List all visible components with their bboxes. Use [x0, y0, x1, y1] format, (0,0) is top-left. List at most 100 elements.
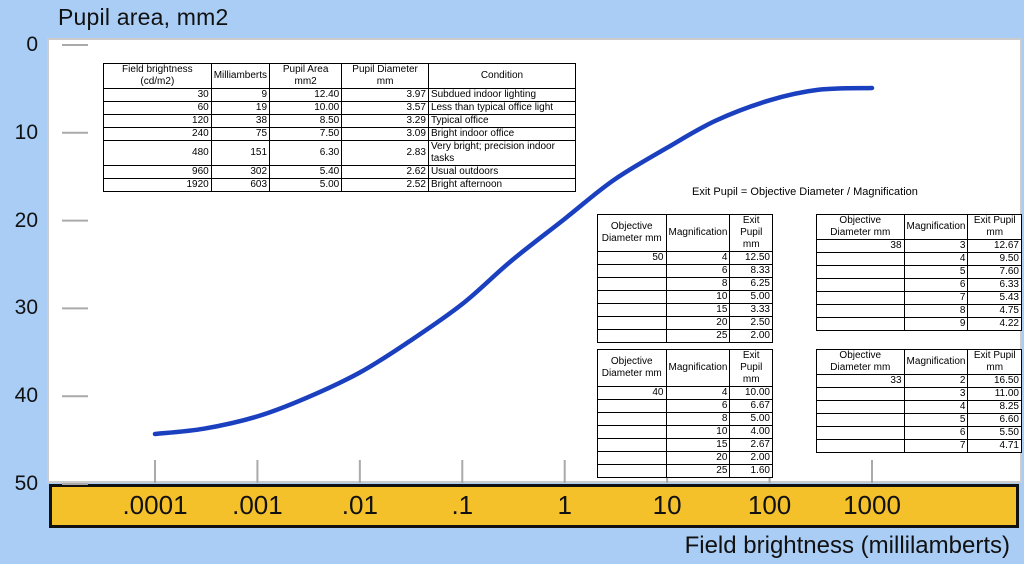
table-cell: 5.00: [269, 178, 343, 192]
column-header: Objective Diameter mm: [597, 214, 667, 252]
table-cell: 25: [665, 329, 731, 343]
table-cell: Bright afternoon: [427, 178, 577, 192]
x-tick-label: .01: [341, 490, 378, 520]
table-row: 6 6.67: [597, 399, 773, 413]
table-cell: [597, 316, 667, 330]
table-row: 1920 603 5.00 2.52 Bright afternoon: [103, 178, 577, 192]
y-tick-label: 50: [14, 472, 38, 495]
table-cell: Very bright; precision indoor tasks: [427, 140, 577, 166]
table-row: 10 5.00: [597, 290, 773, 304]
column-header: Exit Pupil mm: [967, 214, 1022, 240]
x-axis-label: Field brightness (millilamberts): [684, 532, 1010, 559]
table-cell: [816, 291, 905, 305]
table-cell: 75: [210, 127, 271, 141]
x-tick-label: .001: [232, 490, 283, 520]
table-cell: 7.50: [269, 127, 343, 141]
table-cell: [816, 439, 905, 453]
column-header: Magnification: [665, 214, 731, 252]
table-cell: 19: [210, 101, 271, 115]
table-cell: 15: [665, 438, 731, 452]
table-cell: 5: [903, 413, 969, 427]
table-cell: Bright indoor office: [427, 127, 577, 141]
y-tick-label: 10: [14, 120, 38, 144]
table-cell: [816, 387, 905, 401]
table-cell: 4.00: [729, 425, 773, 439]
table-row: 15 3.33: [597, 303, 773, 317]
exit-table-33mm: Objective Diameter mm Magnification Exit P…: [816, 349, 1022, 453]
table-cell: [816, 317, 905, 331]
table-cell: [816, 252, 905, 266]
table-row: 9 4.22: [816, 317, 1022, 331]
column-header: Exit Pupil mm: [729, 214, 773, 252]
table-row: 38 3 12.67: [816, 239, 1022, 253]
table-cell: [816, 265, 905, 279]
table-row: 10 4.00: [597, 425, 773, 439]
table-cell: [816, 278, 905, 292]
x-tick-label: 1: [557, 490, 572, 520]
table-cell: 6.67: [729, 399, 773, 413]
table-cell: 10: [665, 425, 731, 439]
table-row: 8 5.00: [597, 412, 773, 426]
table-cell: 3.33: [729, 303, 773, 317]
table-cell: 9.50: [967, 252, 1022, 266]
table-cell: 3: [903, 239, 969, 253]
column-header: Pupil Diameter mm: [341, 63, 429, 89]
table-cell: 10: [665, 290, 731, 304]
table-cell: 4: [665, 386, 731, 400]
table-cell: 2.62: [341, 165, 429, 179]
table-cell: 6: [665, 399, 731, 413]
table-cell: [597, 303, 667, 317]
table-row: 15 2.67: [597, 438, 773, 452]
column-header: Magnification: [665, 349, 731, 387]
column-header: Pupil Area mm2: [269, 63, 343, 89]
table-cell: 20: [665, 451, 731, 465]
x-tick-label: 1000: [843, 490, 901, 520]
column-header: Milliamberts: [210, 63, 271, 89]
y-tick-label: 20: [14, 208, 38, 232]
table-cell: 12.40: [269, 88, 343, 102]
table-cell: [597, 412, 667, 426]
table-cell: [597, 438, 667, 452]
table-row: 4 9.50: [816, 252, 1022, 266]
table-cell: 6.25: [729, 277, 773, 291]
column-header: Objective Diameter mm: [597, 349, 667, 387]
table-cell: 1.60: [729, 464, 773, 478]
table-cell: Typical office: [427, 114, 577, 128]
table-row: 240 75 7.50 3.09 Bright indoor office: [103, 127, 577, 141]
table-row: 5 7.60: [816, 265, 1022, 279]
x-axis-bar: [49, 484, 1019, 528]
table-cell: [597, 464, 667, 478]
y-tick-label: 30: [14, 296, 38, 320]
table-cell: 12.50: [729, 251, 773, 265]
column-header: Exit Pupil mm: [967, 349, 1022, 375]
table-cell: 8.33: [729, 264, 773, 278]
table-cell: 5: [903, 265, 969, 279]
column-header: Objective Diameter mm: [816, 214, 905, 240]
table-row: 20 2.00: [597, 451, 773, 465]
table-row: 25 2.00: [597, 329, 773, 343]
table-cell: 15: [665, 303, 731, 317]
table-row: 3 11.00: [816, 387, 1022, 401]
table-cell: 25: [665, 464, 731, 478]
table-cell: [597, 290, 667, 304]
table-cell: 2.00: [729, 451, 773, 465]
table-cell: 10.00: [269, 101, 343, 115]
table-row: 7 5.43: [816, 291, 1022, 305]
table-cell: 30: [103, 88, 212, 102]
table-row: 20 2.50: [597, 316, 773, 330]
table-cell: 2.67: [729, 438, 773, 452]
table-cell: 6.33: [967, 278, 1022, 292]
table-cell: [597, 329, 667, 343]
table-cell: 960: [103, 165, 212, 179]
table-cell: [816, 400, 905, 414]
table-row: 6 6.33: [816, 278, 1022, 292]
exit-table-40mm: Objective Diameter mm Magnification Exit P…: [597, 349, 773, 478]
table-cell: 3: [903, 387, 969, 401]
table-cell: [597, 451, 667, 465]
table-row: 50 4 12.50: [597, 251, 773, 265]
exit-table-header: Objective Diameter mm Magnification Exit P…: [816, 349, 1022, 375]
table-cell: Less than typical office light: [427, 101, 577, 115]
table-cell: 4.71: [967, 439, 1022, 453]
table-cell: 2.00: [729, 329, 773, 343]
table-cell: 12.67: [967, 239, 1022, 253]
